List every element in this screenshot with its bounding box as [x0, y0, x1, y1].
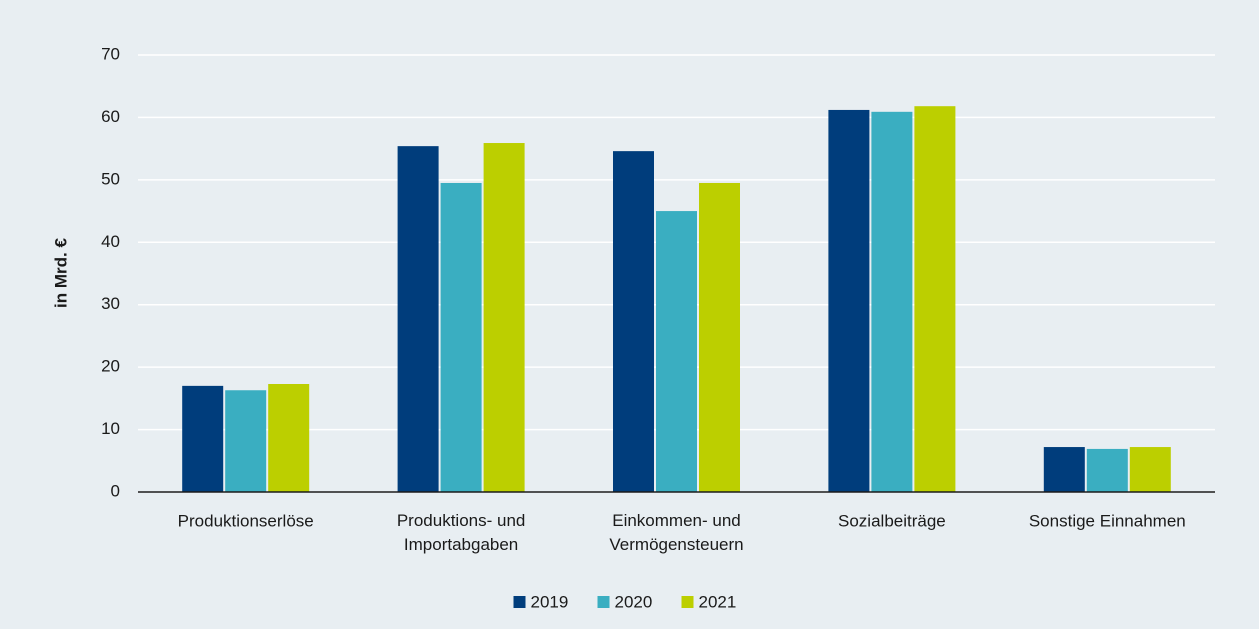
bar	[397, 146, 439, 492]
y-tick-label: 50	[101, 169, 120, 188]
y-tick-label: 20	[101, 357, 120, 376]
y-tick-label: 10	[101, 419, 120, 438]
bar	[828, 109, 870, 493]
bar	[1043, 447, 1085, 492]
y-tick-label: 70	[101, 44, 120, 63]
bar	[914, 106, 956, 492]
bar	[613, 151, 654, 492]
legend-swatch	[597, 596, 610, 608]
legend-label: 2019	[531, 592, 569, 611]
y-axis-label: in Mrd. €	[51, 238, 70, 308]
x-tick-label: Produktionserlöse	[178, 511, 314, 530]
legend-swatch	[681, 596, 694, 608]
bar	[1086, 448, 1128, 492]
bar	[871, 111, 913, 492]
bar	[656, 211, 697, 493]
bar	[483, 143, 525, 492]
legend-label: 2020	[615, 592, 653, 611]
bar	[182, 385, 224, 492]
bar	[268, 383, 310, 492]
bar	[440, 182, 482, 492]
y-tick-label: 40	[101, 232, 120, 251]
bar	[225, 390, 267, 492]
y-tick-label: 30	[101, 294, 120, 313]
legend-swatch	[513, 596, 526, 608]
x-tick-label: Produktions- und Importabgaben	[397, 511, 526, 554]
y-tick-label: 0	[111, 481, 120, 500]
legend-label: 2021	[699, 592, 737, 611]
x-tick-label: Einkommen- und Vermögensteuern	[609, 511, 743, 554]
y-tick-label: 60	[101, 107, 120, 126]
x-tick-label: Sonstige Einnahmen	[1029, 511, 1186, 530]
bar	[1129, 447, 1171, 492]
bar	[699, 182, 740, 492]
x-tick-label: Sozialbeiträge	[838, 511, 946, 530]
